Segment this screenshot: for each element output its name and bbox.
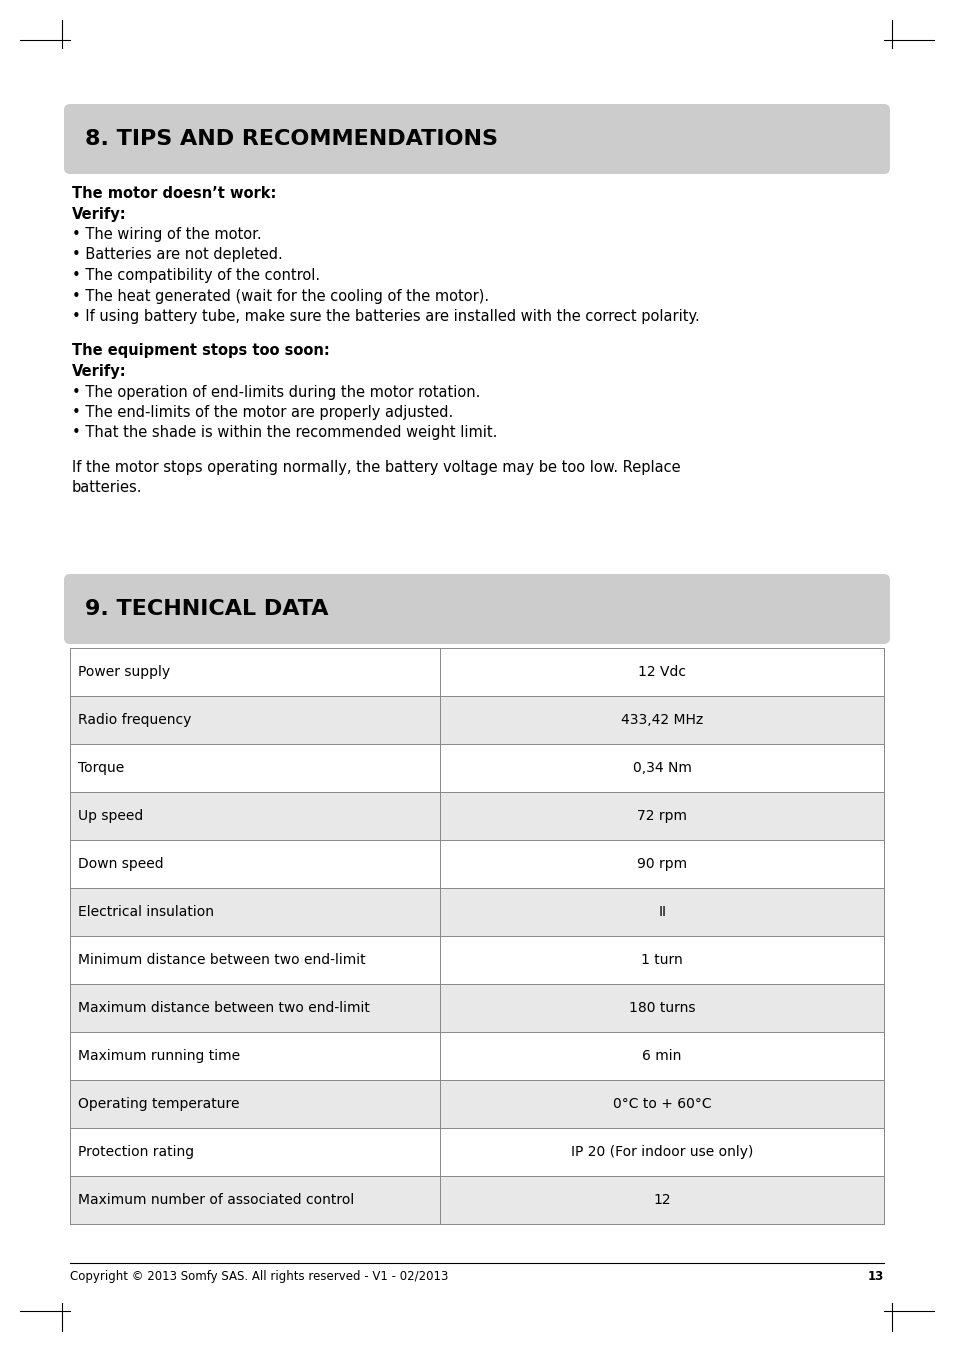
Bar [70,648,883,696]
Text: Verify:: Verify: [71,207,127,222]
Text: • The operation of end-limits during the motor rotation.: • The operation of end-limits during the… [71,385,480,400]
Text: 1 turn: 1 turn [640,952,682,967]
Text: 12: 12 [653,1193,670,1206]
Bar [70,888,883,936]
Text: Verify:: Verify: [71,363,127,380]
Text: Power supply: Power supply [78,665,170,680]
Bar [70,792,883,840]
Text: The equipment stops too soon:: The equipment stops too soon: [71,343,330,358]
Text: Operating temperature: Operating temperature [78,1097,239,1111]
Text: 90 rpm: 90 rpm [637,857,686,871]
Text: • If using battery tube, make sure the batteries are installed with the correct : • If using battery tube, make sure the b… [71,309,699,324]
Bar [70,984,883,1032]
Text: 8. TIPS AND RECOMMENDATIONS: 8. TIPS AND RECOMMENDATIONS [85,128,497,149]
Text: • The wiring of the motor.: • The wiring of the motor. [71,227,261,242]
FancyBboxPatch shape [64,574,889,644]
Text: 180 turns: 180 turns [628,1001,695,1015]
Text: 72 rpm: 72 rpm [637,809,686,823]
Bar [70,1128,883,1175]
Bar [70,840,883,888]
Bar [70,1032,883,1079]
Bar [70,696,883,744]
Text: • The compatibility of the control.: • The compatibility of the control. [71,267,320,282]
Text: IP 20 (For indoor use only): IP 20 (For indoor use only) [571,1146,753,1159]
Text: 0°C to + 60°C: 0°C to + 60°C [612,1097,711,1111]
Text: II: II [658,905,665,919]
Text: Minimum distance between two end-limit: Minimum distance between two end-limit [78,952,365,967]
Text: Electrical insulation: Electrical insulation [78,905,213,919]
Bar [70,936,883,984]
Text: • Batteries are not depleted.: • Batteries are not depleted. [71,247,282,262]
FancyBboxPatch shape [64,104,889,174]
Bar [70,1079,883,1128]
Text: Protection rating: Protection rating [78,1146,193,1159]
Text: Copyright © 2013 Somfy SAS. All rights reserved - V1 - 02/2013: Copyright © 2013 Somfy SAS. All rights r… [70,1270,448,1283]
Text: Maximum running time: Maximum running time [78,1048,240,1063]
Text: 6 min: 6 min [641,1048,681,1063]
Text: 433,42 MHz: 433,42 MHz [620,713,702,727]
Text: 9. TECHNICAL DATA: 9. TECHNICAL DATA [85,598,328,619]
Text: 0,34 Nm: 0,34 Nm [632,761,691,775]
Text: Maximum number of associated control: Maximum number of associated control [78,1193,354,1206]
Text: Torque: Torque [78,761,124,775]
Text: • That the shade is within the recommended weight limit.: • That the shade is within the recommend… [71,426,497,440]
Text: Maximum distance between two end-limit: Maximum distance between two end-limit [78,1001,370,1015]
Text: • The end-limits of the motor are properly adjusted.: • The end-limits of the motor are proper… [71,405,453,420]
Text: • The heat generated (wait for the cooling of the motor).: • The heat generated (wait for the cooli… [71,289,489,304]
Text: Up speed: Up speed [78,809,143,823]
Text: Radio frequency: Radio frequency [78,713,192,727]
Text: 12 Vdc: 12 Vdc [638,665,685,680]
Text: 13: 13 [867,1270,883,1283]
Text: Down speed: Down speed [78,857,164,871]
Text: batteries.: batteries. [71,481,142,496]
Bar [70,1175,883,1224]
Bar [70,744,883,792]
Text: If the motor stops operating normally, the battery voltage may be too low. Repla: If the motor stops operating normally, t… [71,459,679,476]
Text: The motor doesn’t work:: The motor doesn’t work: [71,186,276,201]
